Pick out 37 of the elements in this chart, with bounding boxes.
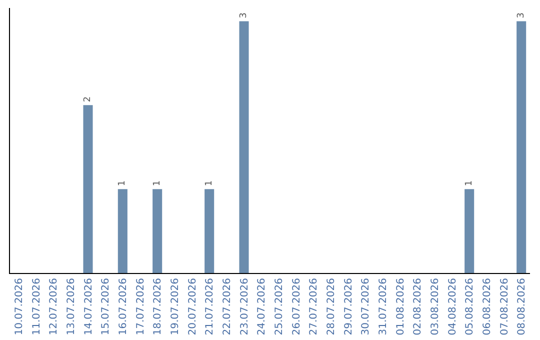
x-tick-label: 23.07.2026 [239,278,250,336]
x-tick-label: 20.07.2026 [187,278,198,336]
x-tick-label: 12.07.2026 [48,278,60,336]
x-tick-label: 14.07.2026 [83,278,94,336]
x-tick-label: 17.07.2026 [135,278,146,336]
x-tick-label: 22.07.2026 [222,278,233,336]
x-tick-label: 03.08.2026 [430,278,441,336]
x-tick-label: 31.07.2026 [378,278,389,336]
x-tick-label: 15.07.2026 [100,278,112,336]
x-tick-label: 05.08.2026 [464,278,476,336]
x-tick-label: 25.07.2026 [274,278,285,336]
x-tick-label: 30.07.2026 [360,278,372,336]
x-tick-label: 13.07.2026 [66,278,77,336]
x-tick-label: 18.07.2026 [152,278,164,336]
x-tick-label: 19.07.2026 [170,278,181,336]
data-label: 3 [516,12,526,18]
x-tick-label: 02.08.2026 [412,278,424,336]
data-label: 1 [464,180,474,186]
data-label: 1 [118,180,128,186]
x-tick-label: 08.08.2026 [516,278,528,336]
x-tick-label: 01.08.2026 [395,278,406,336]
x-tick-label: 04.08.2026 [447,278,458,336]
x-tick-label: 11.07.2026 [31,278,42,336]
x-tick-label: 29.07.2026 [343,278,354,336]
x-tick-label: 10.07.2026 [14,278,25,336]
data-label: 2 [83,96,93,102]
x-tick-label: 28.07.2026 [326,278,337,336]
data-label: 1 [204,180,214,186]
data-label: 1 [152,180,162,186]
x-tick-label: 24.07.2026 [256,278,268,336]
x-tick-label: 26.07.2026 [291,278,302,336]
x-tick-label: 07.08.2026 [499,278,510,336]
x-tick-label: 27.07.2026 [308,278,320,336]
data-label: 3 [239,12,249,18]
x-tick-label: 16.07.2026 [118,278,129,336]
x-tick-label: 21.07.2026 [204,278,216,336]
x-tick-label: 06.08.2026 [482,278,493,336]
